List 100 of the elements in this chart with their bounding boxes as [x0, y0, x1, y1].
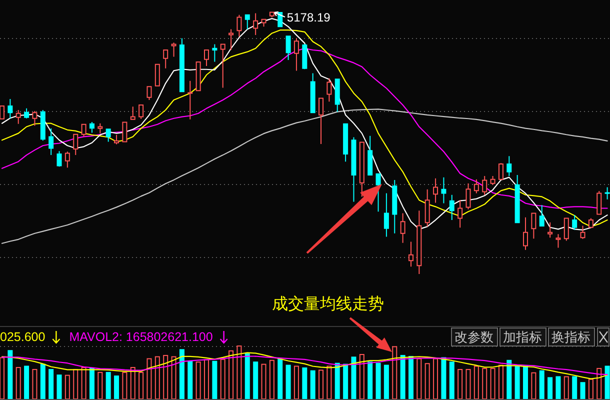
bar	[310, 370, 316, 399]
bar	[130, 367, 136, 400]
bar	[48, 368, 54, 399]
candlestick	[81, 124, 86, 138]
bar	[572, 376, 578, 399]
candlestick	[604, 186, 610, 200]
bar	[400, 354, 406, 399]
legend-label: MAVOL2: 165802621.100	[69, 330, 213, 344]
bar	[523, 366, 528, 399]
candlestick	[236, 14, 242, 38]
bar	[40, 364, 46, 399]
candlestick	[294, 38, 299, 72]
bar	[580, 382, 586, 399]
bar	[506, 360, 512, 399]
bar	[449, 362, 454, 399]
candlestick	[400, 212, 406, 244]
bar	[188, 360, 193, 399]
bar	[236, 346, 242, 400]
candlestick	[154, 64, 160, 86]
bar	[351, 356, 356, 399]
candlestick	[441, 176, 446, 204]
text: 成交量均线走势	[272, 295, 384, 313]
candlestick	[596, 190, 602, 215]
bar	[359, 354, 364, 400]
bar	[114, 376, 120, 399]
candlestick	[138, 104, 144, 120]
candlestick	[351, 136, 356, 202]
bar	[278, 358, 283, 399]
bar	[416, 358, 422, 400]
bar	[163, 354, 168, 400]
bar	[392, 346, 398, 400]
candlestick	[424, 188, 430, 228]
bar	[228, 350, 234, 400]
bar	[64, 374, 70, 400]
bar	[498, 364, 504, 400]
bar	[548, 377, 553, 399]
bar	[89, 368, 94, 399]
bar	[604, 366, 610, 399]
bar	[269, 360, 274, 400]
candlestick	[171, 42, 176, 58]
bar	[302, 367, 308, 399]
candlestick	[302, 43, 308, 70]
candlestick	[474, 178, 479, 194]
candlestick	[163, 49, 168, 69]
bar	[106, 372, 111, 399]
candlestick	[114, 134, 120, 145]
candlestick	[98, 122, 103, 134]
text: 加指标	[503, 330, 542, 344]
bar	[122, 372, 128, 400]
candlestick	[196, 62, 201, 92]
legend-label: 025.600	[0, 330, 46, 344]
bar	[334, 362, 340, 399]
candlestick	[376, 173, 381, 212]
bar	[424, 363, 430, 400]
candlestick	[188, 80, 193, 120]
candlestick	[212, 44, 218, 62]
bar	[441, 357, 446, 399]
bar	[343, 364, 348, 399]
bar	[196, 362, 201, 400]
bar	[220, 358, 226, 400]
candlestick	[433, 178, 438, 204]
bar	[146, 358, 152, 400]
candlestick	[482, 176, 488, 196]
candlestick	[64, 151, 70, 168]
candlestick	[269, 12, 274, 18]
candlestick	[48, 128, 54, 156]
bar	[261, 364, 266, 400]
candlestick	[564, 218, 569, 242]
candlestick	[106, 128, 111, 142]
text: 换指标	[552, 330, 590, 344]
candlestick	[384, 192, 389, 238]
candlestick	[228, 28, 234, 50]
candlestick	[368, 135, 373, 176]
bar	[466, 368, 471, 400]
candlestick	[588, 218, 594, 228]
bar	[56, 374, 62, 399]
bar	[588, 378, 594, 400]
bar	[433, 358, 438, 400]
candlestick	[220, 44, 226, 88]
candlestick	[8, 98, 13, 119]
bar	[458, 368, 463, 400]
candlestick	[449, 194, 454, 221]
bar	[212, 360, 218, 399]
candlestick	[146, 86, 152, 101]
bar	[0, 357, 4, 400]
bar	[81, 367, 86, 400]
bar	[253, 362, 258, 399]
candlestick	[89, 122, 94, 134]
bar	[244, 353, 250, 399]
candlestick	[572, 214, 578, 230]
candlestick	[122, 122, 128, 142]
candlestick	[359, 142, 364, 198]
annotation: 5178.19	[286, 10, 331, 24]
bar	[474, 366, 479, 400]
bar	[73, 368, 78, 400]
bar	[490, 368, 496, 400]
candlestick	[16, 109, 21, 124]
candlestick	[556, 234, 561, 248]
bar	[294, 366, 299, 400]
candlestick	[130, 106, 136, 120]
